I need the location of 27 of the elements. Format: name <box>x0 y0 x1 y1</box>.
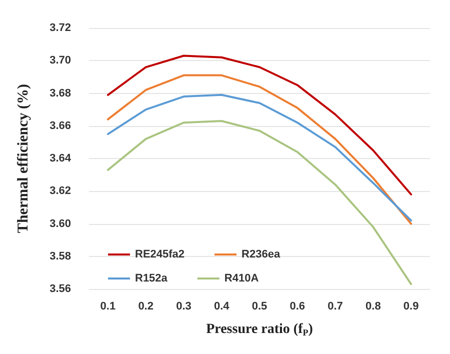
legend-label: R152a <box>135 272 168 284</box>
line-series <box>106 74 412 225</box>
y-tick-label: 3.66 <box>50 120 71 132</box>
x-tick-label: 0.8 <box>366 300 381 312</box>
x-tick-label: 0.2 <box>138 300 154 312</box>
line-series <box>106 120 412 286</box>
legend-label: R236ea <box>242 248 281 260</box>
y-tick-label: 3.68 <box>50 87 71 100</box>
x-tick-label: 0.3 <box>176 300 192 312</box>
y-tick-label: 3.70 <box>50 54 71 67</box>
x-tick-label: 0.1 <box>100 300 116 312</box>
x-tick-label: 0.7 <box>328 300 343 312</box>
x-tick-label: 0.4 <box>214 300 230 312</box>
x-tick-label: 0.9 <box>403 300 419 312</box>
y-tick-label: 3.58 <box>50 250 71 262</box>
y-tick-label: 3.72 <box>50 22 71 34</box>
y-tick-label: 3.60 <box>50 218 71 230</box>
legend-label: RE245fa2 <box>135 248 185 260</box>
y-tick-label: 3.56 <box>50 283 71 295</box>
x-tick-label: 0.6 <box>290 300 306 312</box>
y-tick-label: 3.64 <box>50 152 72 164</box>
line-series <box>106 94 412 222</box>
y-axis-title: Thermal efficiency (%) <box>16 84 32 234</box>
line-series <box>106 54 412 196</box>
x-tick-label: 0.5 <box>252 300 268 312</box>
legend-label: R410A <box>224 272 259 284</box>
y-tick-label: 3.62 <box>50 185 71 198</box>
